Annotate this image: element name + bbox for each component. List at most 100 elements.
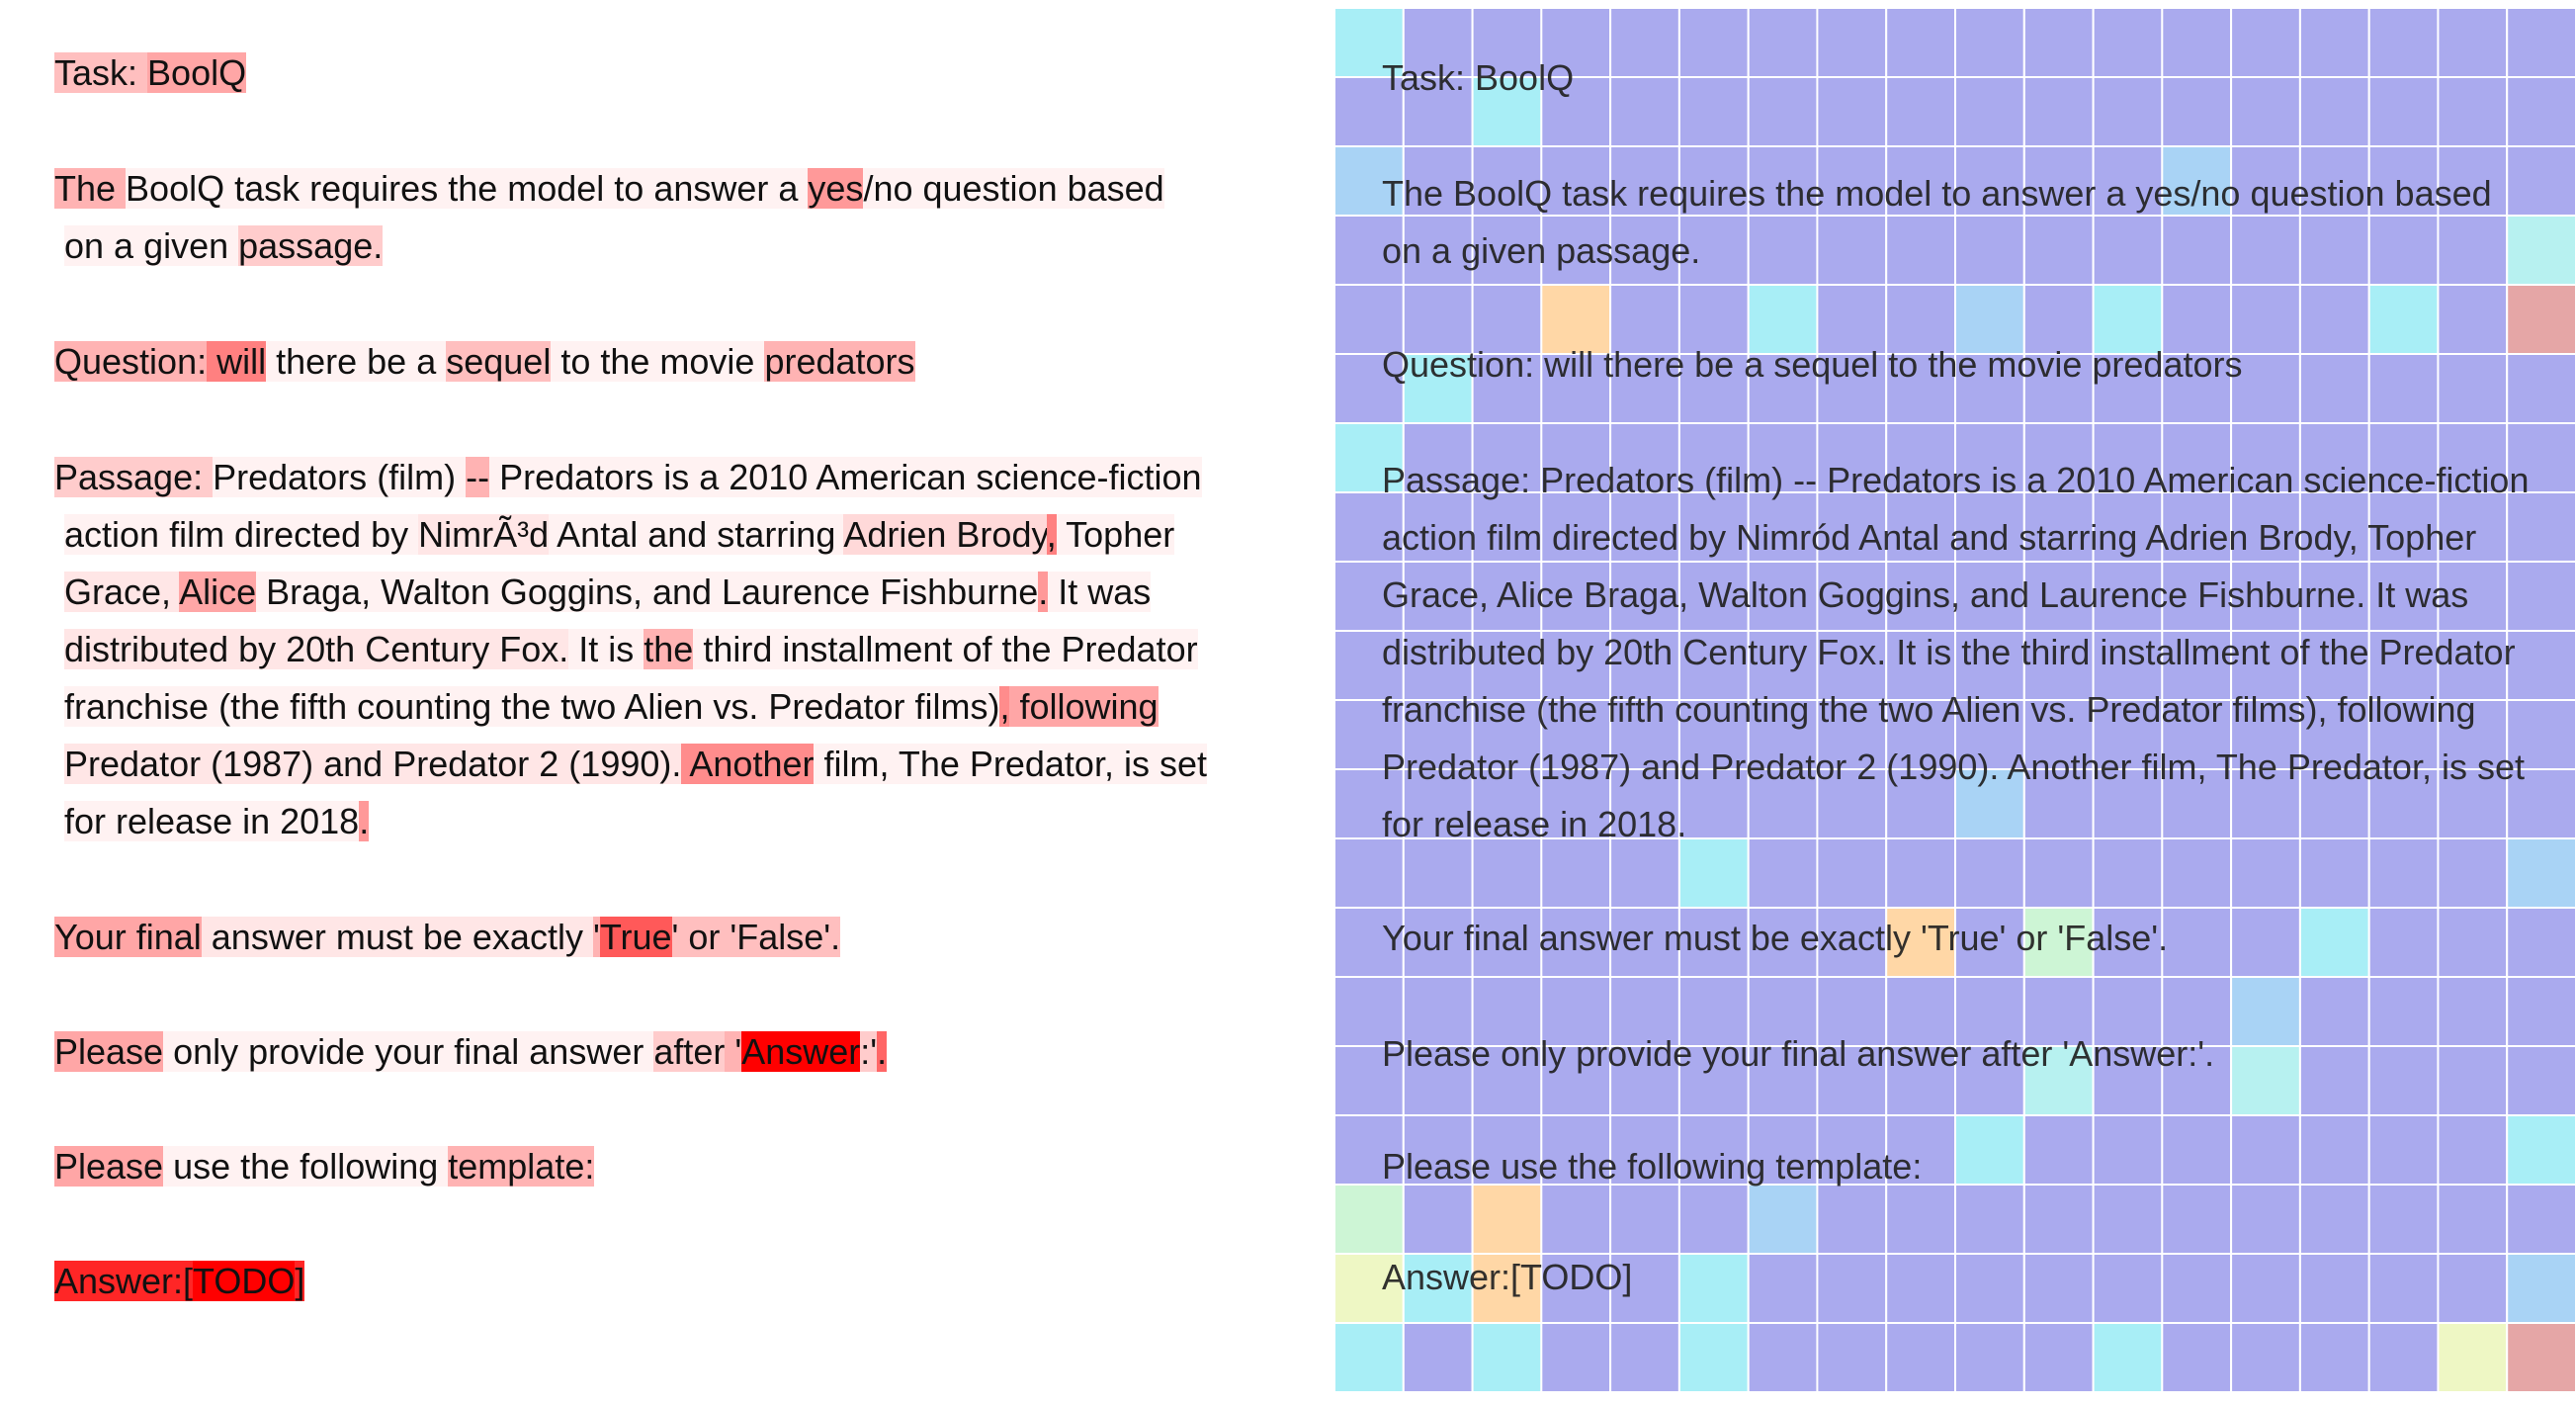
heatmap-cell [1747, 215, 1819, 286]
heatmap-cell [1816, 1184, 1888, 1255]
left-text-line: distributed by 20th Century Fox. It is t… [64, 624, 1198, 675]
heatmap-cell [2367, 1253, 2440, 1324]
heatmap-cell [2367, 215, 2440, 286]
heatmap-cell [2437, 76, 2509, 147]
attribution-token: . [877, 1031, 888, 1072]
heatmap-cell [1540, 284, 1612, 355]
heatmap-cell [1609, 1322, 1680, 1392]
heatmap-cell [2506, 1184, 2576, 1255]
heatmap-cell [1471, 630, 1543, 701]
heatmap-cell [2437, 8, 2509, 78]
heatmap-cell [2506, 561, 2576, 632]
heatmap-cell [2298, 907, 2370, 978]
heatmap-cell [2437, 284, 2509, 355]
heatmap-cell [1677, 630, 1750, 701]
heatmap-cell [2367, 422, 2440, 493]
heatmap-cell [1816, 353, 1888, 424]
attention-heatmap-grid [1334, 8, 2576, 1392]
heatmap-cell [1885, 1184, 1957, 1255]
heatmap-cell [1954, 837, 2025, 909]
heatmap-cell [1816, 699, 1888, 770]
heatmap-cell [2367, 1114, 2440, 1186]
heatmap-cell [1747, 768, 1819, 839]
attribution-token: It is [568, 629, 644, 669]
overlay-text-line: Please use the following template: [1382, 1146, 1923, 1187]
attribution-token: answer must be exactly [201, 917, 593, 957]
heatmap-cell [2230, 1114, 2301, 1186]
attribution-token: -- [466, 457, 490, 497]
attribution-token: Answer:[ [54, 1261, 194, 1301]
heatmap-cell [1885, 215, 1957, 286]
heatmap-cell [1747, 491, 1819, 563]
attribution-token: It was [1048, 572, 1152, 612]
heatmap-cell [2298, 8, 2370, 78]
heatmap-cell [1954, 1253, 2025, 1324]
heatmap-cell [1885, 1253, 1957, 1324]
heatmap-cell [2161, 1253, 2233, 1324]
heatmap-cell [2230, 907, 2301, 978]
attribution-token: , [1046, 514, 1057, 555]
attribution-token: Your final [54, 917, 202, 957]
heatmap-cell [1954, 1322, 2025, 1392]
heatmap-cell [2230, 1253, 2301, 1324]
heatmap-cell [2298, 1253, 2370, 1324]
heatmap-cell [1747, 1184, 1819, 1255]
attribution-token: use the following [163, 1146, 449, 1187]
heatmap-cell [2092, 768, 2164, 839]
heatmap-cell [1677, 1253, 1750, 1324]
heatmap-cell [2022, 1322, 2095, 1392]
overlay-text-line: distributed by 20th Century Fox. It is t… [1382, 632, 2516, 672]
heatmap-cell [2161, 8, 2233, 78]
heatmap-cell [1609, 145, 1680, 217]
heatmap-cell [1816, 907, 1888, 978]
heatmap-cell [1471, 145, 1543, 217]
heatmap-cell [2161, 1184, 2233, 1255]
heatmap-cell [1609, 284, 1680, 355]
left-text-line: Please use the following template: [54, 1141, 595, 1192]
attribution-token: will [207, 341, 267, 382]
heatmap-cell [1954, 1045, 2025, 1116]
heatmap-cell [1609, 837, 1680, 909]
heatmap-cell [2506, 630, 2576, 701]
heatmap-cell [2022, 353, 2095, 424]
heatmap-cell [2506, 1253, 2576, 1324]
attribution-token: only provide your final answer [163, 1031, 654, 1072]
right-heatmap-panel: Task: BoolQ The BoolQ task requires the m… [1334, 8, 2576, 1392]
attribution-token: to the movie [551, 341, 765, 382]
heatmap-cell [2367, 284, 2440, 355]
heatmap-cell [1540, 1322, 1612, 1392]
heatmap-cell [1747, 837, 1819, 909]
attribution-token: ' [725, 1031, 742, 1072]
attribution-token: yes [808, 168, 864, 209]
heatmap-cell [2298, 76, 2370, 147]
heatmap-cell [1677, 976, 1750, 1047]
heatmap-cell [1816, 8, 1888, 78]
attribution-token: Please [54, 1146, 164, 1187]
heatmap-cell [2230, 1045, 2301, 1116]
attribution-token: franchise (the fifth counting the two Al… [64, 686, 1000, 727]
heatmap-cell [1747, 630, 1819, 701]
heatmap-cell [1885, 768, 1957, 839]
heatmap-cell [2437, 561, 2509, 632]
heatmap-cell [2161, 1322, 2233, 1392]
heatmap-cell [2092, 1253, 2164, 1324]
heatmap-cell [2298, 976, 2370, 1047]
heatmap-cell [1334, 215, 1405, 286]
heatmap-cell [1334, 1045, 1405, 1116]
left-text-line: Please only provide your final answer af… [54, 1026, 888, 1078]
heatmap-cell [1540, 491, 1612, 563]
heatmap-cell [2230, 76, 2301, 147]
heatmap-cell [1334, 76, 1405, 147]
heatmap-cell [2367, 1322, 2440, 1392]
heatmap-cell [1609, 768, 1680, 839]
attribution-token: Another [681, 744, 815, 784]
heatmap-cell [1334, 422, 1405, 493]
heatmap-cell [2298, 561, 2370, 632]
heatmap-cell [2506, 8, 2576, 78]
attribution-token: film, The Predator, is set [814, 744, 1207, 784]
heatmap-cell [1471, 1322, 1543, 1392]
heatmap-cell [1954, 630, 2025, 701]
heatmap-cell [1954, 8, 2025, 78]
heatmap-cell [2367, 1184, 2440, 1255]
overlay-text-line: for release in 2018. [1382, 804, 1687, 844]
